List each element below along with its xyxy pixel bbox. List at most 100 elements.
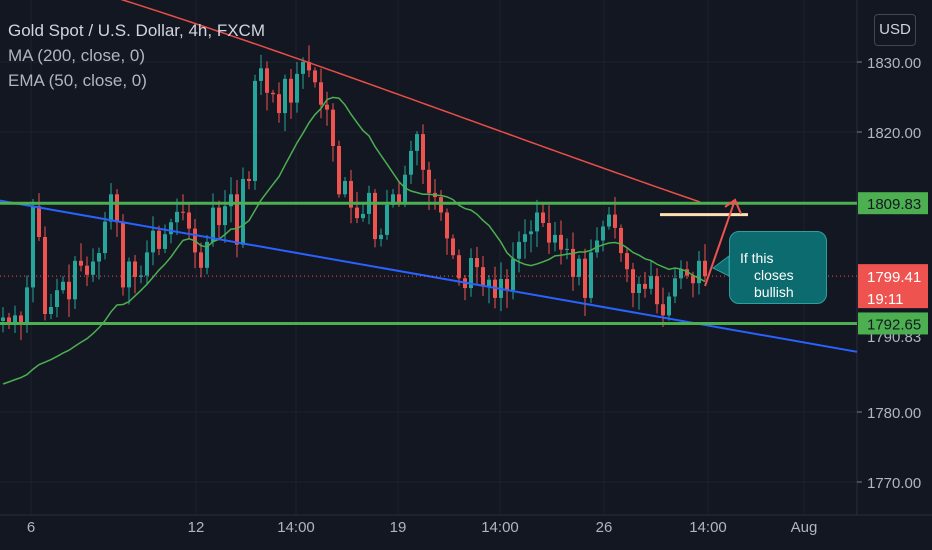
candle-body (37, 206, 41, 237)
candle-body (517, 241, 521, 259)
x-tick-label: 6 (27, 519, 35, 536)
x-tick-label: 14:00 (277, 519, 315, 536)
candle-body (529, 231, 533, 235)
candle-body (145, 252, 149, 276)
candle-body (523, 234, 527, 242)
candle-body (583, 258, 587, 298)
x-tick-label: 12 (188, 519, 205, 536)
projection-arrow-shaft (704, 199, 736, 287)
candle-body (253, 80, 257, 181)
candle-body (385, 204, 389, 235)
ema50-line (2, 96, 706, 385)
candle-body (553, 234, 557, 243)
level-price-text: 1792.65 (867, 316, 921, 333)
annotation-callout[interactable]: If this closes bullish (729, 231, 827, 304)
symbol-title[interactable]: Gold Spot / U.S. Dollar, 4h, FXCM (8, 21, 265, 40)
candle-body (151, 230, 155, 253)
candle-body (451, 238, 455, 256)
candle-body (343, 181, 347, 195)
last-price-text: 1799.41 (867, 269, 921, 286)
candle-body (679, 269, 683, 279)
candle-body (577, 258, 581, 277)
candle-body (391, 194, 395, 205)
annotation-line-1: If this (740, 250, 774, 266)
candle-body (133, 261, 137, 277)
candle-body (655, 276, 659, 305)
x-tick-label: Aug (791, 519, 818, 536)
candle-body (31, 206, 35, 288)
level-price-text: 1809.83 (867, 196, 921, 213)
candle-body (301, 62, 305, 74)
candle-body (127, 261, 131, 288)
candle-body (379, 234, 383, 240)
candle-body (565, 248, 569, 250)
drawings (0, 198, 858, 353)
candle-body (643, 283, 647, 289)
ma-indicator-label[interactable]: MA (200, close, 0) (8, 46, 146, 65)
candle-body (169, 222, 173, 235)
level-price-tag (858, 192, 928, 215)
indicator-overlays (2, 0, 706, 385)
candle-body (283, 78, 287, 114)
candle-body (613, 214, 617, 228)
candle-body (607, 214, 611, 227)
candle-body (571, 248, 575, 277)
candle-body (547, 223, 551, 243)
candle-body (421, 134, 425, 170)
y-tick-label: 1820.00 (867, 125, 921, 142)
projection-arrow-head (724, 198, 742, 215)
candle-body (211, 207, 215, 242)
candle-body (397, 194, 401, 203)
candle-body (115, 194, 119, 223)
candle-body (481, 267, 485, 287)
candle-body (259, 68, 263, 81)
candle-body (619, 227, 623, 254)
candle-body (637, 283, 641, 293)
candle-body (181, 211, 185, 213)
candle-body (535, 212, 539, 232)
candle-body (349, 181, 353, 208)
candle-body (673, 278, 677, 297)
candle-body (217, 207, 221, 226)
y-tick-label: 1770.00 (867, 475, 921, 492)
candle-body (289, 78, 293, 103)
x-tick-label: 14:00 (481, 519, 519, 536)
last-price-tag (858, 264, 928, 309)
annotation-line-2: closes bullish (754, 267, 794, 300)
candle-body (175, 211, 179, 223)
candle-body (61, 281, 65, 291)
candle-body (691, 275, 695, 284)
candle-body (649, 276, 653, 289)
candle-body (7, 317, 11, 323)
ma200-line (120, 0, 701, 203)
candle-body (337, 146, 341, 195)
candle-body (427, 169, 431, 193)
candle-body (313, 70, 317, 83)
candle-body (1, 317, 5, 321)
candle-body (703, 260, 707, 277)
candle-body (121, 222, 125, 288)
candle-body (415, 134, 419, 151)
candle-body (13, 315, 17, 323)
candle-body (265, 68, 269, 93)
candle-body (187, 212, 191, 229)
candle-body (661, 304, 665, 316)
candle-body (79, 260, 83, 266)
chart-legend: Gold Spot / U.S. Dollar, 4h, FXCM MA (20… (8, 18, 265, 93)
candle-body (19, 315, 23, 324)
candle-body (319, 82, 323, 105)
candle-body (235, 194, 239, 245)
candle-body (223, 206, 227, 226)
candle-body (25, 287, 29, 324)
currency-button[interactable]: USD (874, 14, 916, 46)
candle-body (103, 221, 107, 254)
candle-body (601, 226, 605, 241)
ema-indicator-label[interactable]: EMA (50, close, 0) (8, 71, 147, 90)
candle-body (229, 194, 233, 207)
candle-body (541, 212, 545, 223)
candle-body (205, 241, 209, 268)
candle-body (277, 94, 281, 114)
candle-body (85, 265, 89, 275)
x-tick-label: 26 (596, 519, 613, 536)
